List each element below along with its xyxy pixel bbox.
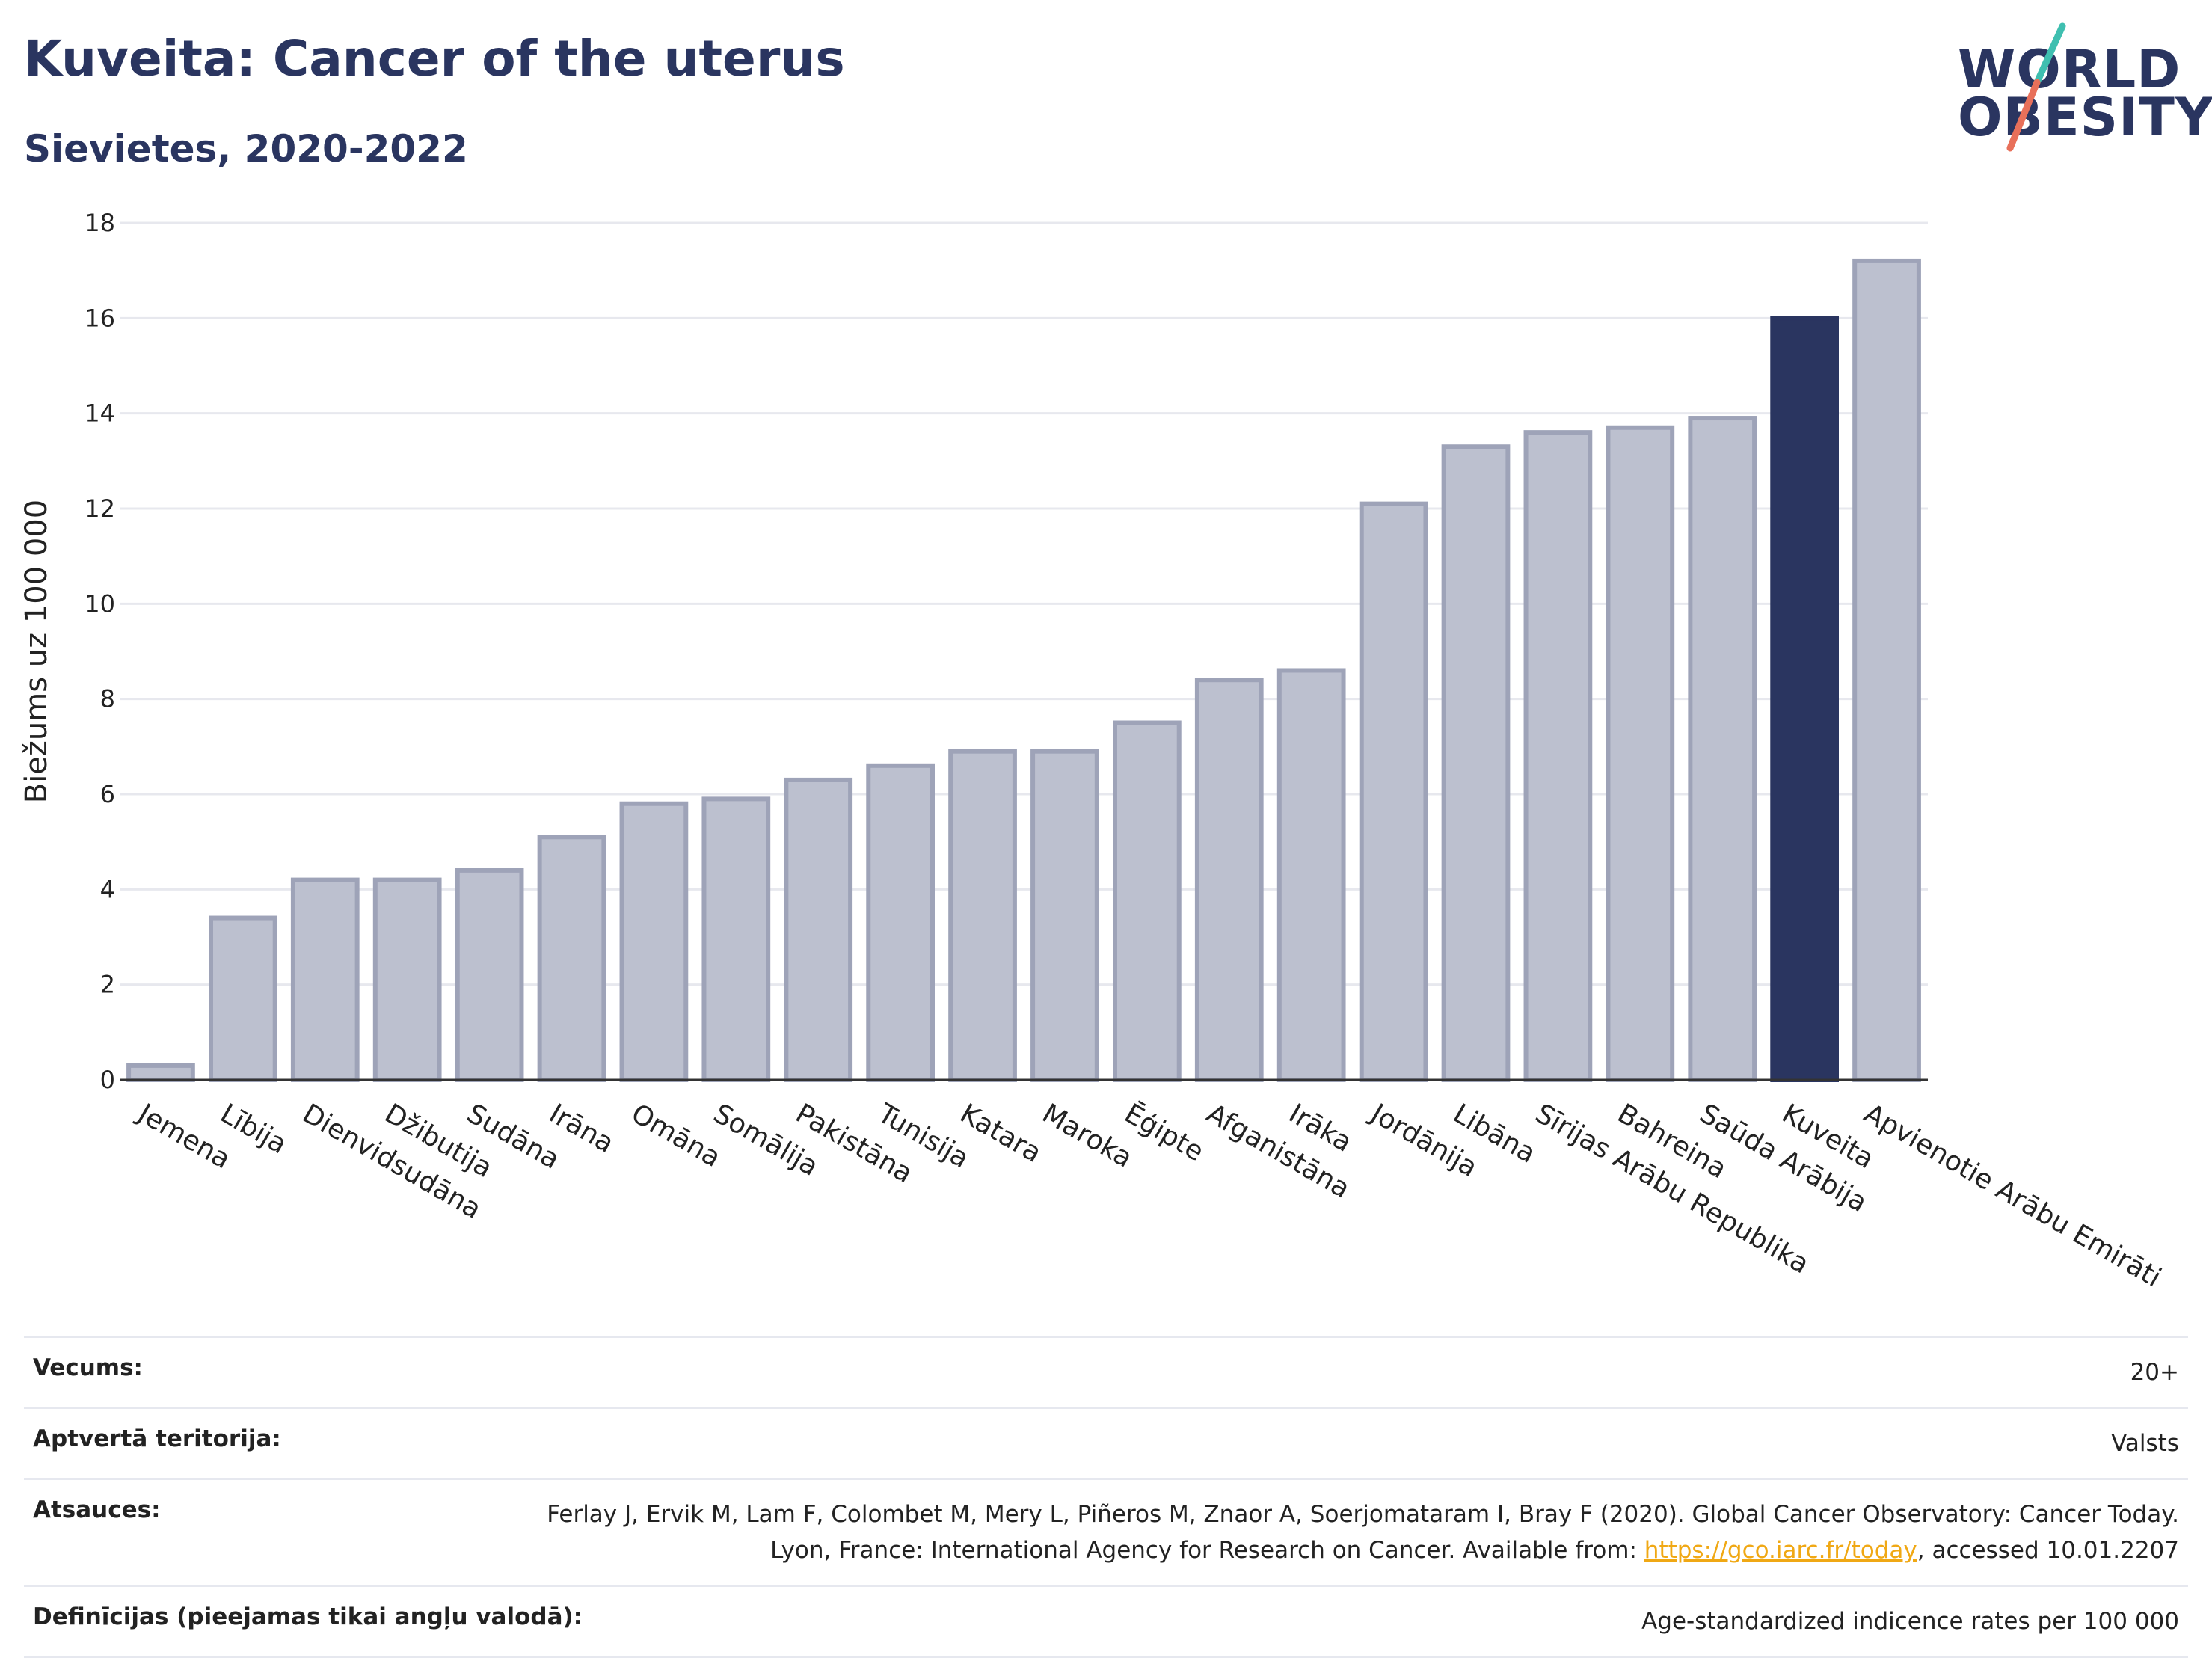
bar-jordānija: [1359, 501, 1428, 1082]
y-tick-label: 0: [100, 1066, 115, 1094]
bar-jemena: [126, 1063, 195, 1083]
y-tick-label: 12: [85, 494, 115, 523]
x-tick-label: Katara: [955, 1098, 1047, 1169]
logo-line-1: WORLD: [1958, 39, 2181, 100]
y-axis-ticks: 0 2 4 6 8 10 12 14 16 18: [85, 209, 115, 1094]
y-tick-label: 8: [100, 685, 115, 713]
y-tick-label: 2: [100, 971, 115, 999]
y-tick-label: 14: [85, 399, 115, 428]
bar-ēģipte: [1112, 720, 1182, 1082]
bar-tunisija: [866, 763, 936, 1082]
meta-value: Valsts: [2111, 1430, 2179, 1458]
meta-key: Aptvertā teritorija:: [33, 1425, 281, 1453]
meta-value: 20+: [2130, 1359, 2179, 1386]
bar-pakistāna: [784, 777, 853, 1083]
meta-row: Definīcijas (pieejamas tikai angļu valod…: [24, 1585, 2188, 1658]
meta-value-text: Ferlay J, Ervik M, Lam F, Colombet M, Me…: [547, 1501, 2179, 1565]
bar-sudāna: [455, 868, 524, 1082]
x-tick-label: Apvienotie Arābu Emirāti: [1859, 1098, 2166, 1293]
bar-irāna: [537, 835, 606, 1082]
bar-dienvidsudāna: [290, 877, 360, 1082]
y-tick-label: 16: [85, 304, 115, 332]
meta-row: Atsauces: Ferlay J, Ervik M, Lam F, Colom…: [24, 1478, 2188, 1585]
bar-lībija: [208, 915, 277, 1082]
meta-key: Atsauces:: [33, 1496, 161, 1524]
meta-value: Ferlay J, Ervik M, Lam F, Colombet M, Me…: [497, 1496, 2179, 1568]
y-tick-label: 10: [85, 589, 115, 618]
bar-katara: [948, 749, 1017, 1082]
source-link[interactable]: https://gco.iarc.fr/today: [1644, 1537, 1917, 1565]
meta-row: Vecums: 20+: [24, 1336, 2188, 1407]
x-tick-label: Ēģipte: [1119, 1098, 1209, 1167]
meta-row: Aptvertā teritorija: Valsts: [24, 1407, 2188, 1478]
bar-saūda-arābija: [1688, 416, 1757, 1082]
bar-apvienotie-arābu-emirāti: [1852, 258, 1921, 1082]
chart-subtitle: Sievietes, 2020-2022: [24, 127, 468, 171]
x-tick-label: Maroka: [1037, 1098, 1137, 1173]
y-tick-label: 18: [85, 209, 115, 237]
bar-libāna: [1441, 444, 1511, 1082]
y-tick-label: 6: [100, 780, 115, 808]
chart-title: Kuveita: Cancer of the uterus: [24, 30, 845, 87]
y-axis-label: Biežums uz 100 000: [19, 500, 54, 804]
bar-omāna: [619, 801, 689, 1082]
y-tick-label: 4: [100, 875, 115, 903]
bar-sīrijas-arābu-republika: [1523, 430, 1593, 1082]
logo-slash-icon: [2006, 22, 2066, 152]
bar-bahreina: [1606, 425, 1675, 1082]
meta-key: Definīcijas (pieejamas tikai angļu valod…: [33, 1603, 583, 1631]
world-obesity-logo: WORLD OBESITY: [1944, 22, 2212, 157]
bars: [126, 258, 1921, 1083]
bar-kuveita: [1770, 316, 1840, 1083]
x-tick-label: Jemena: [132, 1097, 236, 1175]
bar-maroka: [1030, 749, 1099, 1082]
bar-džibutija: [372, 877, 442, 1082]
meta-value: Age-standardized indicence rates per 100…: [1641, 1608, 2179, 1636]
logo-line-2: OBESITY: [1958, 87, 2212, 148]
bar-afganistāna: [1194, 678, 1264, 1082]
metadata-table: Vecums: 20+ Aptvertā teritorija: Valsts Atsa…: [24, 1336, 2188, 1658]
x-tick-label: Omāna: [626, 1098, 725, 1173]
bar-irāka: [1276, 668, 1346, 1082]
bar-somālija: [701, 796, 771, 1082]
meta-key: Vecums:: [33, 1354, 143, 1381]
meta-value-text: , accessed 10.01.2207: [1917, 1537, 2179, 1565]
